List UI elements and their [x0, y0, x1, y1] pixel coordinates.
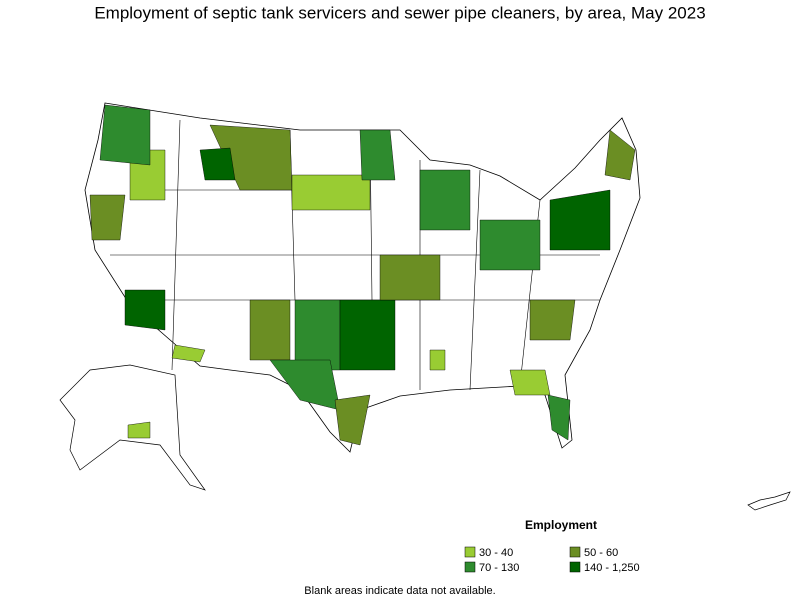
map-title: Employment of septic tank servicers and …	[94, 3, 705, 22]
legend-swatch	[569, 561, 581, 573]
legend-title: Employment	[525, 518, 597, 532]
us-map	[59, 102, 791, 511]
legend-label: 140 - 1,250	[584, 562, 640, 574]
legend-swatch	[464, 546, 476, 558]
footnote: Blank areas indicate data not available.	[304, 585, 495, 597]
legend-label: 50 - 60	[584, 547, 618, 559]
legend-swatch	[464, 561, 476, 573]
area-shading	[89, 104, 636, 446]
legend: 30 - 40 50 - 60 70 - 130 140 - 1,250	[464, 546, 640, 574]
legend-swatch	[569, 546, 581, 558]
legend-label: 30 - 40	[479, 547, 513, 559]
legend-label: 70 - 130	[479, 562, 519, 574]
